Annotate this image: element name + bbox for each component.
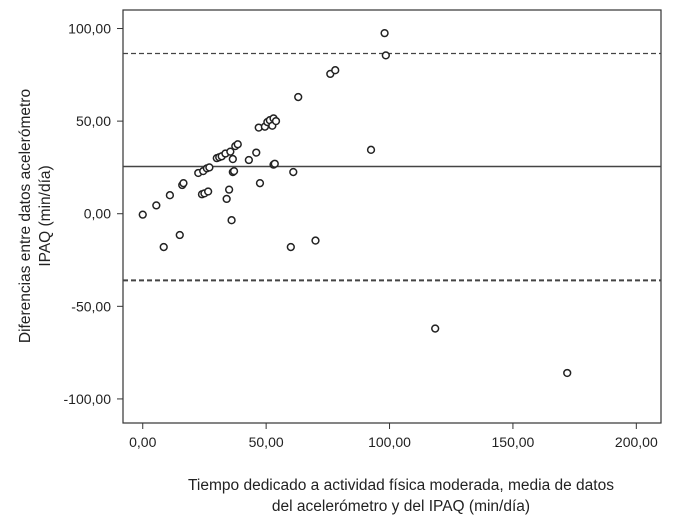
data-point <box>366 145 376 154</box>
data-point <box>294 92 303 102</box>
data-point <box>271 116 281 126</box>
x-tick-label: 100,00 <box>368 434 411 450</box>
x-tick-label: 0,00 <box>129 434 156 450</box>
data-point <box>227 216 236 225</box>
data-point <box>222 194 231 204</box>
data-point <box>205 163 214 172</box>
x-axis: 0,00 50,00 100,00 150,00 200,00 <box>129 423 658 450</box>
y-tick-label: -100,00 <box>64 391 112 407</box>
plot-frame <box>122 9 662 424</box>
data-point <box>381 51 390 60</box>
y-tick-label: 100,00 <box>68 21 111 37</box>
x-tick-label: 200,00 <box>615 434 658 450</box>
y-tick-label: 50,00 <box>76 113 111 129</box>
data-point <box>244 155 254 165</box>
y-axis: 100,00 50,00 0,00 -50,00 -100,00 <box>64 21 123 407</box>
y-tick-label: -50,00 <box>71 298 111 314</box>
data-point <box>233 140 242 149</box>
data-point <box>252 148 261 157</box>
data-point <box>226 147 235 156</box>
data-point <box>289 167 298 177</box>
data-point <box>152 201 161 210</box>
x-tick-label: 150,00 <box>492 434 535 450</box>
data-point <box>286 242 295 252</box>
data-point <box>159 242 168 252</box>
data-point <box>270 159 279 168</box>
data-point <box>175 230 184 240</box>
data-point <box>311 236 320 245</box>
x-tick-label: 50,00 <box>249 434 284 450</box>
data-point <box>203 187 213 196</box>
data-point <box>179 179 188 188</box>
data-point <box>228 154 237 164</box>
data-point <box>255 179 265 188</box>
data-point <box>563 368 572 378</box>
x-axis-title-line-2: del acelerómetro y del IPAQ (min/día) <box>272 498 530 515</box>
y-axis-title-line-2: IPAQ (min/día) <box>37 165 54 266</box>
data-point <box>229 166 239 176</box>
data-points <box>138 29 572 378</box>
data-point <box>380 29 389 38</box>
data-point <box>331 66 340 75</box>
y-axis-title-line-1: Diferencias entre datos acelerómetro <box>17 89 34 343</box>
x-axis-title-line-1: Tiempo dedicado a actividad física moder… <box>188 477 614 494</box>
data-point <box>138 210 147 219</box>
data-point <box>224 185 234 194</box>
data-point <box>431 324 440 333</box>
data-point <box>165 191 175 200</box>
y-tick-label: 0,00 <box>84 206 111 222</box>
